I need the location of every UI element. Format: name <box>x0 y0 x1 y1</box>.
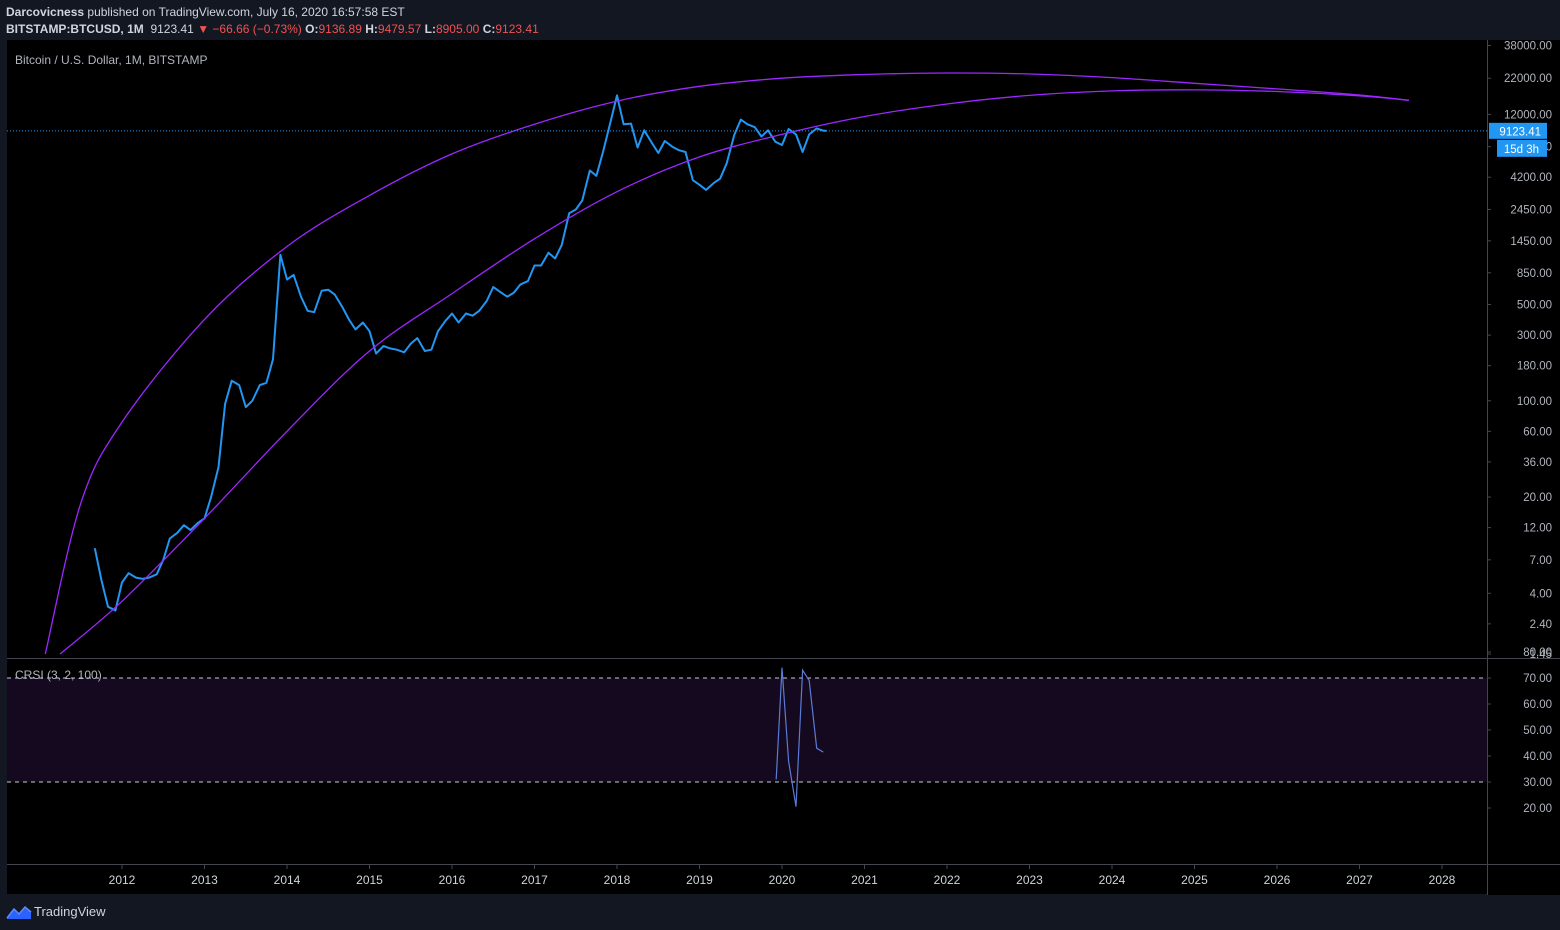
price-tick-label-15: 12.00 <box>1523 523 1552 535</box>
crsi-line-0 <box>775 667 824 807</box>
high-label: H: <box>365 22 378 36</box>
price-tick-label-16: 7.00 <box>1530 555 1552 567</box>
symbol-label[interactable]: BITSTAMP:BTCUSD, 1M <box>6 22 144 36</box>
price-tick-label-8: 500.00 <box>1517 300 1552 312</box>
time-tick-label-14: 2026 <box>1264 873 1291 887</box>
price-tick-label-9: 300.00 <box>1517 330 1552 342</box>
time-tick-label-11: 2023 <box>1016 873 1043 887</box>
arc-curve-2 <box>59 89 1410 655</box>
quote-line: BITSTAMP:BTCUSD, 1M 9123.41 ▼ −66.66 (−0… <box>6 22 539 36</box>
high-value: 9479.57 <box>377 22 422 36</box>
time-tick-label-9: 2021 <box>851 873 878 887</box>
time-tick-label-0: 2012 <box>109 873 136 887</box>
time-tick-label-4: 2016 <box>439 873 466 887</box>
time-axis-pane <box>7 865 1487 894</box>
time-tick-label-1: 2013 <box>191 873 218 887</box>
countdown-tag-label: 15d 3h <box>1504 144 1539 156</box>
last-price-tag <box>1489 122 1547 139</box>
open-label: O: <box>305 22 319 36</box>
crsi-tick-label-1: 70.00 <box>1523 673 1552 685</box>
price-change: ▼ −66.66 (−0.73%) <box>197 22 302 36</box>
open-value: 9136.89 <box>318 22 362 36</box>
arc-curve-1 <box>44 72 1410 655</box>
header-bar: Darcovicness published on TradingView.co… <box>0 0 1560 40</box>
price-tick-label-2: 12000.00 <box>1504 109 1552 121</box>
price-tick-label-4: 4200.00 <box>1510 172 1552 184</box>
price-pane <box>7 40 1487 658</box>
crsi-tick-label-6: 20.00 <box>1523 803 1552 815</box>
price-tick-label-14: 20.00 <box>1523 492 1552 504</box>
price-axis-pane <box>1488 40 1560 895</box>
last-price: 9123.41 <box>150 22 194 36</box>
tradingview-logo-icon[interactable] <box>6 903 32 921</box>
price-tick-label-18: 2.40 <box>1530 619 1552 631</box>
time-tick-label-16: 2028 <box>1429 873 1456 887</box>
crsi-pane-title: CRSI (3, 2, 100) <box>15 668 102 682</box>
price-tick-label-10: 180.00 <box>1517 361 1552 373</box>
chart-canvas[interactable]: 38000.0022000.0012000.007000.004200.0024… <box>0 40 1560 895</box>
crsi-plot <box>775 667 824 807</box>
crsi-tick-label-4: 40.00 <box>1523 751 1552 763</box>
price-tick-label-0: 38000.00 <box>1504 41 1552 53</box>
price-tick-label-7: 850.00 <box>1517 268 1552 280</box>
publication-info: Darcovicness published on TradingView.co… <box>6 5 405 19</box>
price-tick-label-11: 100.00 <box>1517 396 1552 408</box>
time-tick-label-2: 2014 <box>274 873 301 887</box>
footer-bar: TradingView <box>0 895 1560 930</box>
close-value: 9123.41 <box>495 22 539 36</box>
time-tick-label-10: 2022 <box>934 873 961 887</box>
crsi-tick-label-3: 50.00 <box>1523 725 1552 737</box>
price-plot <box>44 72 1410 655</box>
low-label: L: <box>424 22 436 36</box>
crsi-tick-label-0: 80.00 <box>1523 647 1552 659</box>
price-tick-label-6: 1450.00 <box>1510 236 1552 248</box>
price-tick-label-13: 36.00 <box>1523 457 1552 469</box>
last-price-tag-label: 9123.41 <box>1499 126 1541 138</box>
time-tick-label-12: 2024 <box>1099 873 1126 887</box>
crsi-band-fill <box>7 678 1487 782</box>
price-tick-label-17: 4.00 <box>1530 588 1552 600</box>
close-label: C: <box>482 22 496 36</box>
time-tick-label-5: 2017 <box>521 873 548 887</box>
crsi-tick-label-2: 60.00 <box>1523 699 1552 711</box>
published-text: published on TradingView.com, July 16, 2… <box>87 5 405 19</box>
author-name[interactable]: Darcovicness <box>6 5 85 19</box>
price-tick-label-12: 60.00 <box>1523 426 1552 438</box>
time-tick-label-6: 2018 <box>604 873 631 887</box>
price-tick-label-19: 1.45 <box>1530 649 1552 661</box>
time-tick-label-13: 2025 <box>1181 873 1208 887</box>
time-tick-label-15: 2027 <box>1346 873 1373 887</box>
low-value: 8905.00 <box>435 22 480 36</box>
countdown-tag <box>1497 139 1547 157</box>
time-tick-label-7: 2019 <box>686 873 713 887</box>
crsi-tick-label-5: 30.00 <box>1523 777 1552 789</box>
time-tick-label-3: 2015 <box>356 873 383 887</box>
time-tick-label-8: 2020 <box>769 873 796 887</box>
price-pane-title: Bitcoin / U.S. Dollar, 1M, BITSTAMP <box>15 53 208 67</box>
price-tick-label-5: 2450.00 <box>1510 204 1552 216</box>
btc-price-line <box>93 94 827 612</box>
price-tick-label-1: 22000.00 <box>1504 73 1552 85</box>
brand-name[interactable]: TradingView <box>34 904 106 919</box>
